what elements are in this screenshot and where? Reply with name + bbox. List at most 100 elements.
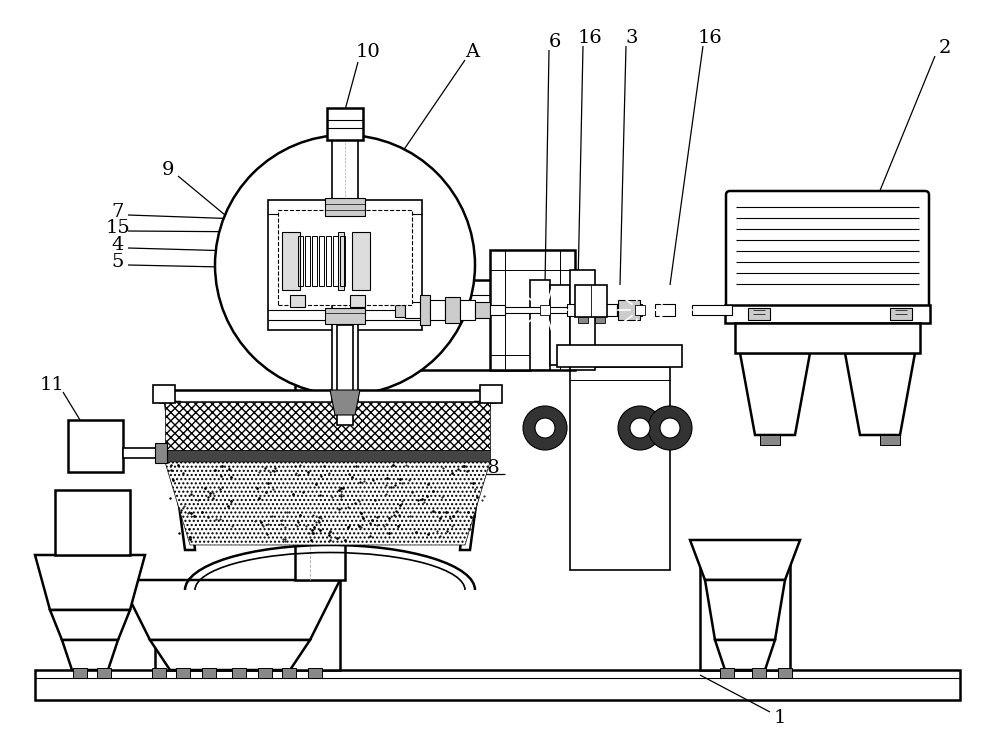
Bar [312, 236, 317, 286]
Bar [298, 236, 303, 286]
Text: 8: 8 [449, 459, 461, 477]
Bar [760, 435, 780, 445]
Bar [152, 668, 166, 678]
Bar [880, 435, 900, 445]
Text: 10: 10 [356, 43, 380, 61]
Polygon shape [690, 540, 800, 580]
Bar [282, 668, 296, 678]
Text: 16: 16 [698, 29, 722, 47]
Bar [567, 304, 617, 316]
Circle shape [618, 406, 662, 450]
Bar [570, 270, 595, 370]
Text: A: A [465, 43, 479, 61]
Text: 9: 9 [162, 161, 174, 179]
Bar [295, 280, 530, 370]
Bar [655, 304, 675, 316]
Polygon shape [460, 402, 490, 550]
Text: 6: 6 [549, 33, 561, 51]
Bar [578, 317, 588, 323]
Polygon shape [160, 390, 495, 402]
Bar [778, 668, 792, 678]
Bar [258, 668, 272, 678]
Bar [332, 135, 358, 415]
Bar [735, 323, 920, 353]
Bar [430, 300, 445, 320]
Circle shape [535, 418, 555, 438]
Bar [475, 302, 490, 318]
Bar [725, 305, 930, 323]
Bar [635, 305, 645, 315]
Text: 1: 1 [774, 709, 786, 727]
Bar [305, 236, 310, 286]
Polygon shape [845, 353, 915, 435]
Bar [35, 670, 960, 700]
Text: 4: 4 [112, 236, 124, 254]
Bar [123, 448, 163, 458]
Text: 3: 3 [626, 29, 638, 47]
Bar [595, 317, 605, 323]
Bar [338, 232, 344, 290]
Bar [68, 420, 123, 472]
Bar [352, 232, 370, 290]
Bar [268, 200, 422, 330]
Bar [570, 367, 670, 570]
Bar [460, 300, 475, 320]
Bar [575, 285, 607, 317]
Text: 16: 16 [578, 29, 602, 47]
Polygon shape [740, 353, 810, 435]
Bar [445, 297, 460, 323]
Polygon shape [62, 640, 118, 670]
Bar [290, 295, 305, 307]
Bar [540, 305, 550, 315]
Bar [202, 668, 216, 678]
Bar [490, 307, 575, 313]
Bar [153, 385, 175, 403]
FancyBboxPatch shape [726, 191, 929, 309]
Bar [55, 490, 130, 555]
Text: 5: 5 [112, 253, 124, 271]
Bar [700, 540, 790, 670]
Circle shape [648, 406, 692, 450]
Bar [340, 236, 345, 286]
Bar [617, 304, 642, 316]
Bar [890, 308, 912, 320]
Bar [618, 300, 640, 320]
Bar [395, 305, 405, 317]
Bar [557, 345, 682, 367]
Bar [176, 668, 190, 678]
Bar [319, 236, 324, 286]
Bar [97, 668, 111, 678]
Polygon shape [705, 580, 785, 640]
Polygon shape [165, 402, 490, 450]
Bar [327, 108, 363, 140]
Text: 2: 2 [939, 39, 951, 57]
Bar [333, 236, 338, 286]
Bar [295, 370, 345, 580]
Polygon shape [165, 402, 195, 550]
Bar [550, 285, 570, 365]
Bar [155, 580, 340, 670]
Text: 11: 11 [40, 376, 64, 394]
Bar [325, 308, 365, 324]
Bar [748, 308, 770, 320]
Circle shape [660, 418, 680, 438]
Polygon shape [715, 640, 775, 670]
Bar [752, 668, 766, 678]
Polygon shape [165, 450, 490, 462]
Polygon shape [120, 580, 340, 640]
Bar [420, 295, 430, 325]
Text: 15: 15 [106, 219, 130, 237]
Bar [350, 295, 365, 307]
Bar [326, 236, 331, 286]
Bar [337, 325, 353, 425]
Bar [530, 280, 550, 370]
Polygon shape [50, 610, 130, 640]
Polygon shape [150, 640, 310, 670]
Text: 18: 18 [476, 459, 500, 477]
Bar [490, 250, 575, 370]
Bar [278, 210, 412, 305]
Bar [325, 198, 365, 216]
Polygon shape [35, 555, 145, 610]
Polygon shape [165, 462, 490, 545]
Text: 7: 7 [112, 203, 124, 221]
